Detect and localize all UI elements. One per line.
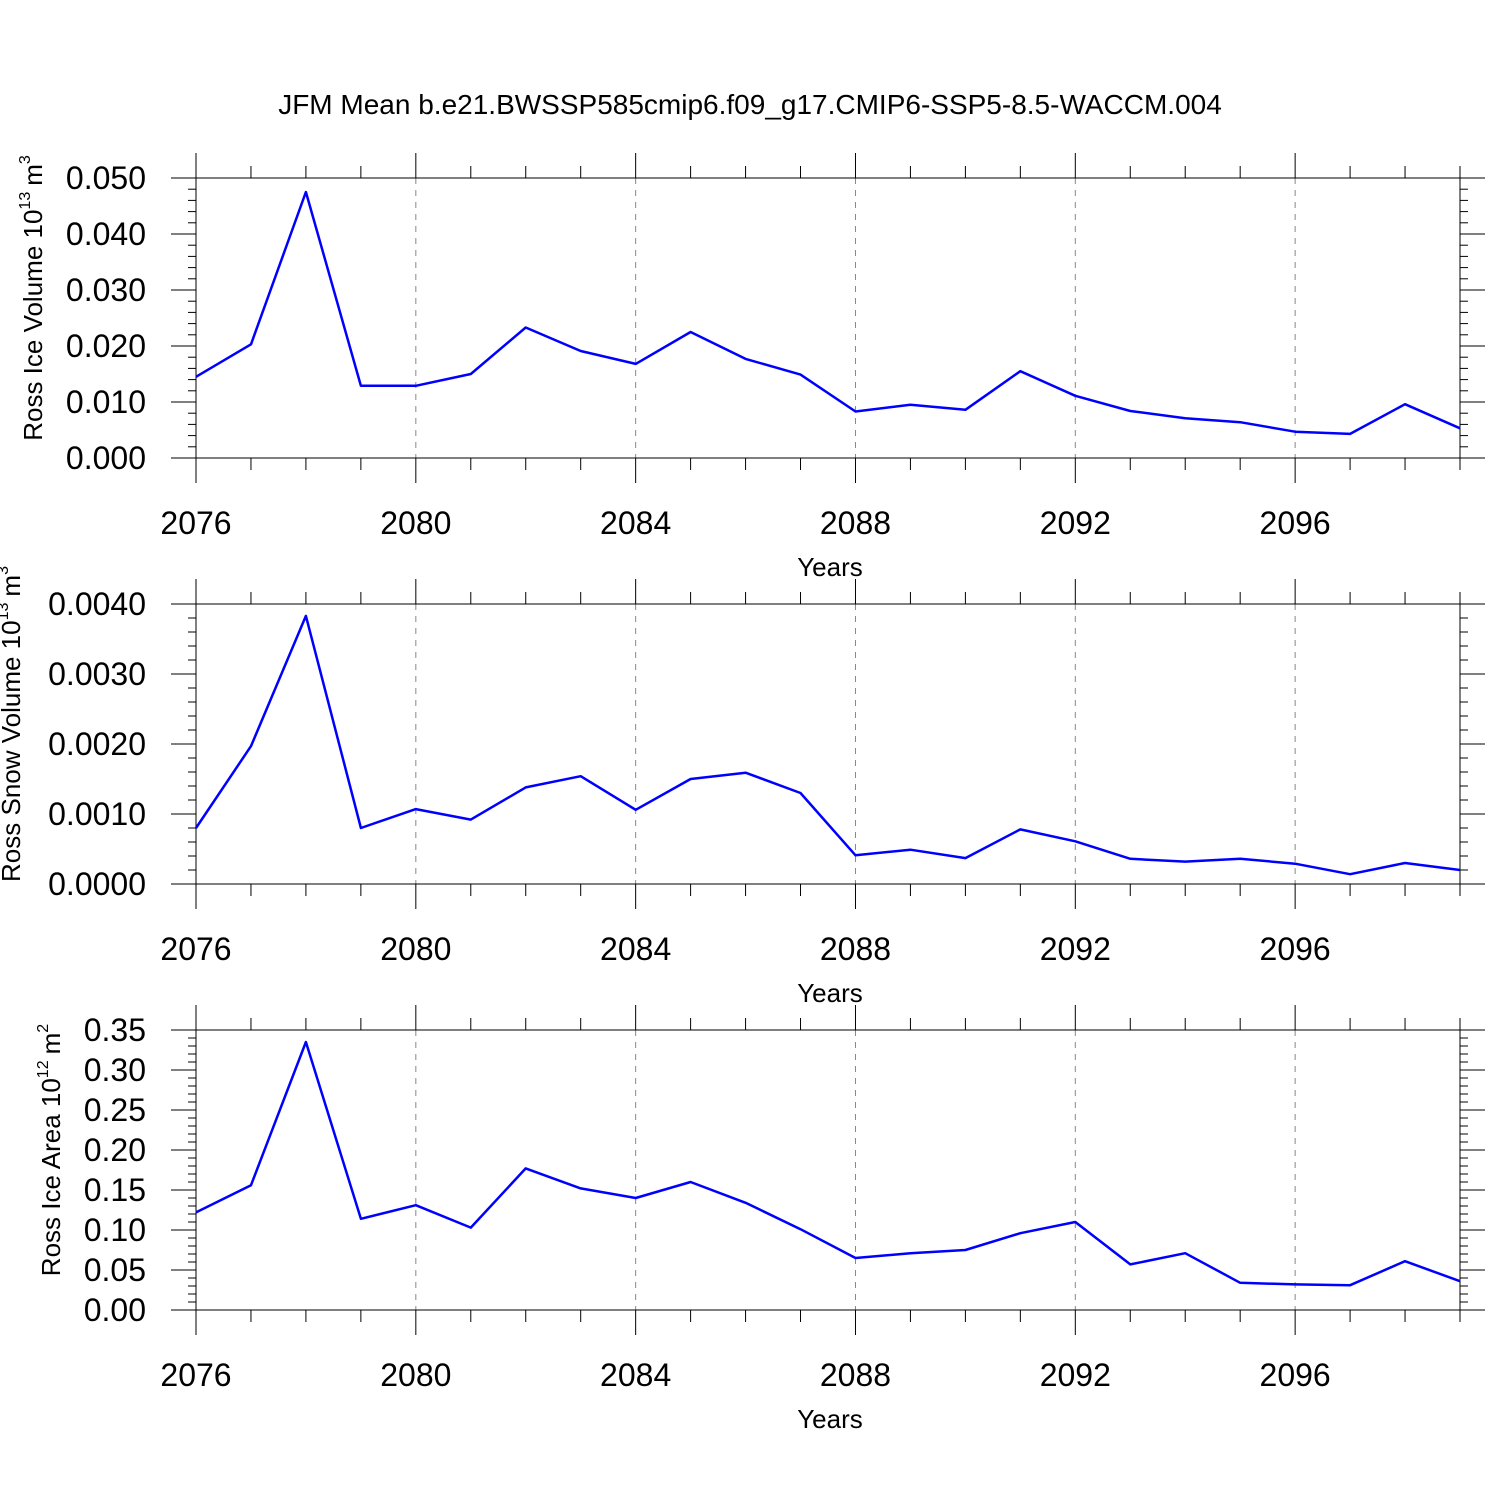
y-tick-label: 0.00 — [84, 1292, 146, 1328]
x-tick-label: 2096 — [1260, 505, 1331, 541]
y-axis-label: Ross Snow Volume 1013 m3 — [0, 566, 26, 882]
y-axis-label-text: Ross Ice Volume 10 — [18, 210, 48, 441]
chart-panel-3: 0.00 0.05 0.10 0.15 0.20 0.25 0.30 0.35 2076 2080… — [35, 1005, 1485, 1434]
x-axis-label: Years — [797, 1404, 863, 1434]
y-tick-label: 0.040 — [66, 216, 146, 252]
chart-title: JFM Mean b.e21.BWSSP585cmip6.f09_g17.CMI… — [278, 89, 1222, 120]
y-axis-label-exponent: 13 — [0, 602, 12, 620]
x-tick-label: 2084 — [600, 931, 671, 967]
y-tick-label: 0.15 — [84, 1172, 146, 1208]
y-axis-label-unit: m — [18, 164, 48, 186]
y-tick-label: 0.0020 — [48, 726, 146, 762]
y-axis-label-unit-exponent: 3 — [0, 566, 12, 575]
y-axis-label-unit: m — [0, 575, 26, 597]
y-axis-label-exponent: 13 — [17, 192, 34, 210]
y-axis-label-exponent: 12 — [35, 1060, 52, 1078]
y-tick-label: 0.20 — [84, 1132, 146, 1168]
plot-frame — [195, 1029, 1461, 1311]
y-axis-label-text: Ross Snow Volume 10 — [0, 620, 26, 882]
x-tick-label: 2096 — [1260, 931, 1331, 967]
x-axis-label: Years — [797, 978, 863, 1008]
x-tick-label: 2096 — [1260, 1357, 1331, 1393]
x-tick-label: 2084 — [600, 1357, 671, 1393]
plot-frame — [195, 603, 1461, 885]
y-tick-label: 0.020 — [66, 328, 146, 364]
x-tick-label: 2080 — [380, 1357, 451, 1393]
plot-frame — [195, 177, 1461, 459]
x-tick-label: 2088 — [820, 505, 891, 541]
y-axis-label-unit-exponent: 3 — [17, 155, 34, 164]
y-tick-label: 0.050 — [66, 160, 146, 196]
y-axis-label-unit: m — [36, 1033, 66, 1055]
series-line — [194, 614, 1461, 876]
y-axis-label: Ross Ice Area 1012 m2 — [35, 1024, 66, 1276]
y-tick-label: 0.35 — [84, 1012, 146, 1048]
y-axis-label-text: Ross Ice Area 10 — [36, 1078, 66, 1276]
y-tick-label: 0.030 — [66, 272, 146, 308]
y-tick-label: 0.000 — [66, 440, 146, 476]
x-tick-label: 2092 — [1040, 1357, 1111, 1393]
y-axis-label-unit-exponent: 2 — [35, 1024, 52, 1033]
y-tick-label: 0.0010 — [48, 796, 146, 832]
x-tick-label: 2084 — [600, 505, 671, 541]
y-tick-label: 0.010 — [66, 384, 146, 420]
series-line — [195, 190, 1461, 436]
series-line — [195, 1040, 1461, 1287]
x-tick-label: 2076 — [160, 931, 231, 967]
x-tick-label: 2080 — [380, 505, 451, 541]
x-tick-label: 2076 — [160, 505, 231, 541]
y-tick-label: 0.30 — [84, 1052, 146, 1088]
x-axis-label: Years — [797, 552, 863, 582]
y-tick-label: 0.0040 — [48, 586, 146, 622]
x-tick-label: 2092 — [1040, 505, 1111, 541]
y-axis-label: Ross Ice Volume 1013 m3 — [17, 155, 48, 441]
x-tick-label: 2092 — [1040, 931, 1111, 967]
y-tick-label: 0.0030 — [48, 656, 146, 692]
x-tick-label: 2080 — [380, 931, 451, 967]
x-tick-label: 2088 — [820, 1357, 891, 1393]
x-tick-label: 2076 — [160, 1357, 231, 1393]
chart-panel-1: 0.000 0.010 0.020 0.030 0.040 0.050 2076 2080 20… — [17, 153, 1485, 582]
y-tick-label: 0.0000 — [48, 866, 146, 902]
x-tick-label: 2088 — [820, 931, 891, 967]
y-tick-label: 0.10 — [84, 1212, 146, 1248]
y-tick-label: 0.05 — [84, 1252, 146, 1288]
chart-panel-2: 0.0000 0.0010 0.0020 0.0030 0.0040 2076 2080 20… — [0, 566, 1485, 1008]
y-tick-label: 0.25 — [84, 1092, 146, 1128]
